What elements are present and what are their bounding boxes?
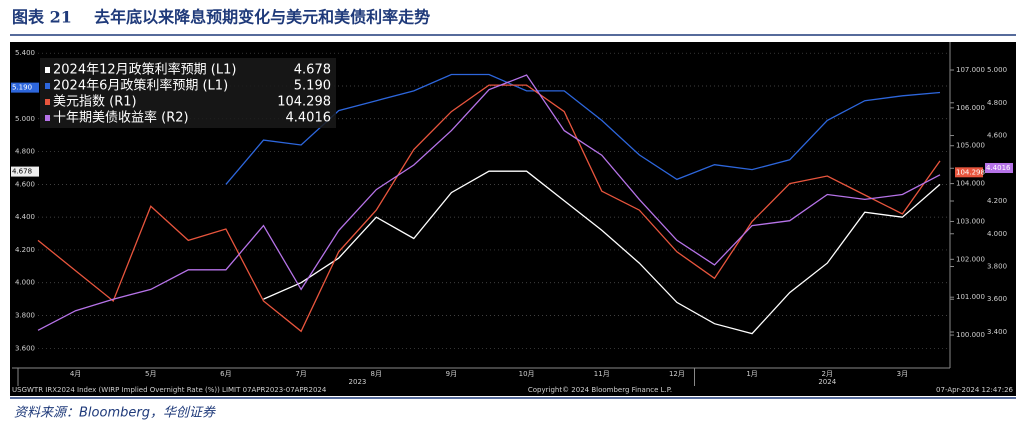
- y-tick-label: 3.400: [987, 328, 1007, 336]
- legend-value: 4.678: [294, 63, 331, 78]
- y-tick-label: 5.000: [15, 115, 35, 123]
- x-tick-label: 1月: [746, 370, 757, 378]
- y-tick-label: 105.000: [956, 142, 985, 150]
- year-label: 2024: [818, 378, 836, 386]
- x-tick-label: 11月: [594, 370, 610, 378]
- x-tick-label: 4月: [70, 370, 81, 378]
- last-value-tag: [11, 166, 39, 177]
- legend-box: [40, 58, 336, 128]
- last-value-tag: [11, 82, 39, 93]
- y-tick-label: 106.000: [956, 104, 985, 112]
- x-tick-label: 6月: [220, 370, 231, 378]
- y-tick-label: 5.400: [15, 49, 35, 57]
- y-tick-label: 107.000: [956, 66, 985, 74]
- x-tick-label: 12月: [669, 370, 685, 378]
- y-tick-label: 4.800: [987, 99, 1007, 107]
- series-line: [263, 170, 941, 335]
- series-line: [37, 84, 941, 333]
- y-tick-label: 101.000: [956, 293, 985, 301]
- x-tick-label: 10月: [519, 370, 535, 378]
- x-tick-label: 9月: [446, 370, 457, 378]
- y-tick-label: 4.000: [987, 230, 1007, 238]
- legend-swatch: [45, 99, 50, 105]
- x-tick-label: 7月: [295, 370, 306, 378]
- last-value-label: 4.678: [12, 168, 32, 176]
- last-value-tag: [985, 163, 1013, 174]
- y-tick-label: 3.600: [987, 295, 1007, 303]
- legend-label: 美元指数 (R1): [53, 95, 137, 110]
- y-tick-label: 5.000: [987, 66, 1007, 74]
- source-note: 资料来源：Bloomberg，华创证券: [14, 406, 216, 421]
- y-tick-label: 3.600: [15, 344, 35, 352]
- last-value-label: 4.4016: [986, 164, 1011, 172]
- legend-label: 2024年12月政策利率预期 (L1): [53, 62, 236, 78]
- last-value-label: 104.298: [956, 168, 985, 176]
- legend-swatch: [45, 67, 50, 73]
- figure-title: 图表 21 去年底以来降息预期变化与美元和美债利率走势: [12, 8, 430, 27]
- x-tick-label: 3月: [897, 370, 908, 378]
- y-tick-label: 3.800: [15, 312, 35, 320]
- legend-value: 104.298: [277, 95, 331, 110]
- y-tick-label: 103.000: [956, 217, 985, 225]
- footer-center: Copyright© 2024 Bloomberg Finance L.P.: [528, 386, 672, 394]
- y-tick-label: 4.200: [15, 246, 35, 254]
- legend-label: 2024年6月政策利率预期 (L1): [53, 78, 228, 94]
- legend-label: 十年期美债收益率 (R2): [53, 110, 189, 126]
- y-tick-label: 104.000: [956, 180, 985, 188]
- legend-swatch: [45, 115, 50, 121]
- x-tick-label: 5月: [145, 370, 156, 378]
- series-line: [37, 74, 941, 331]
- y-tick-label: 4.800: [15, 148, 35, 156]
- x-tick-label: 8月: [371, 370, 382, 378]
- last-value-tag: [955, 167, 983, 178]
- y-tick-label: 4.200: [987, 197, 1007, 205]
- y-tick-label: 4.000: [15, 279, 35, 287]
- last-value-label: 5.190: [12, 84, 32, 92]
- year-label: 2023: [349, 378, 367, 386]
- y-tick-label: 4.600: [987, 132, 1007, 140]
- series-line: [225, 73, 941, 185]
- legend-value: 5.190: [294, 79, 331, 94]
- legend-swatch: [45, 83, 50, 89]
- footer-right: 07-Apr-2024 12:47:26: [936, 386, 1013, 394]
- y-tick-label: 102.000: [956, 255, 985, 263]
- y-tick-label: 4.600: [15, 180, 35, 188]
- x-tick-label: 2月: [822, 370, 833, 378]
- y-tick-label: 4.400: [15, 213, 35, 221]
- legend-value: 4.4016: [286, 111, 332, 126]
- y-tick-label: 3.800: [987, 262, 1007, 270]
- footer-left: USGWTR IRX2024 Index (WIRP Implied Overn…: [12, 386, 327, 394]
- y-tick-label: 100.000: [956, 331, 985, 339]
